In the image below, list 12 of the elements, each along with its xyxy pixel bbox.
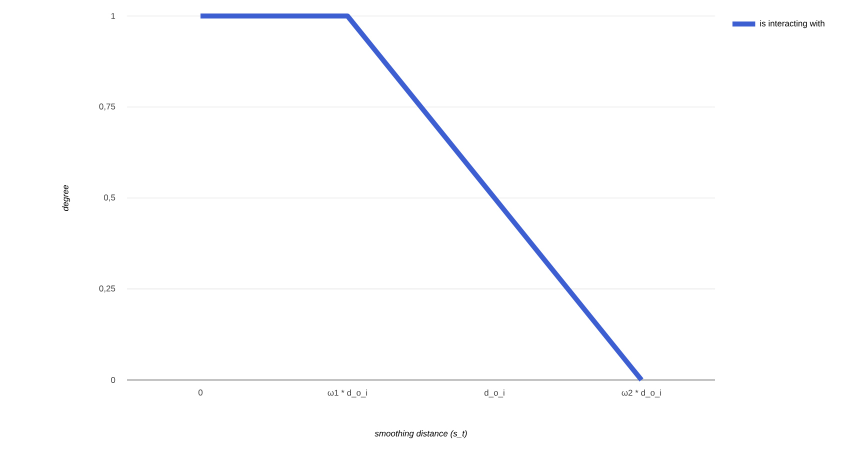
y-tick-label: 0,5 <box>104 194 116 202</box>
y-tick-label: 0,25 <box>99 285 116 292</box>
legend-label: is interacting with <box>760 20 824 28</box>
x-tick-label: 0 <box>198 390 203 396</box>
y-tick-label: 0 <box>111 376 116 383</box>
x-tick-label: d_o_i <box>484 390 504 398</box>
y-axis-title: degree <box>62 185 70 211</box>
x-axis-title: smoothing distance (s_t) <box>374 430 467 438</box>
x-tick-label: ω1 * d_o_i <box>328 390 368 398</box>
y-tick-label: 1 <box>111 13 116 19</box>
x-tick-label: ω2 * d_o_i <box>622 390 662 398</box>
y-tick-label: 0,75 <box>99 103 116 110</box>
